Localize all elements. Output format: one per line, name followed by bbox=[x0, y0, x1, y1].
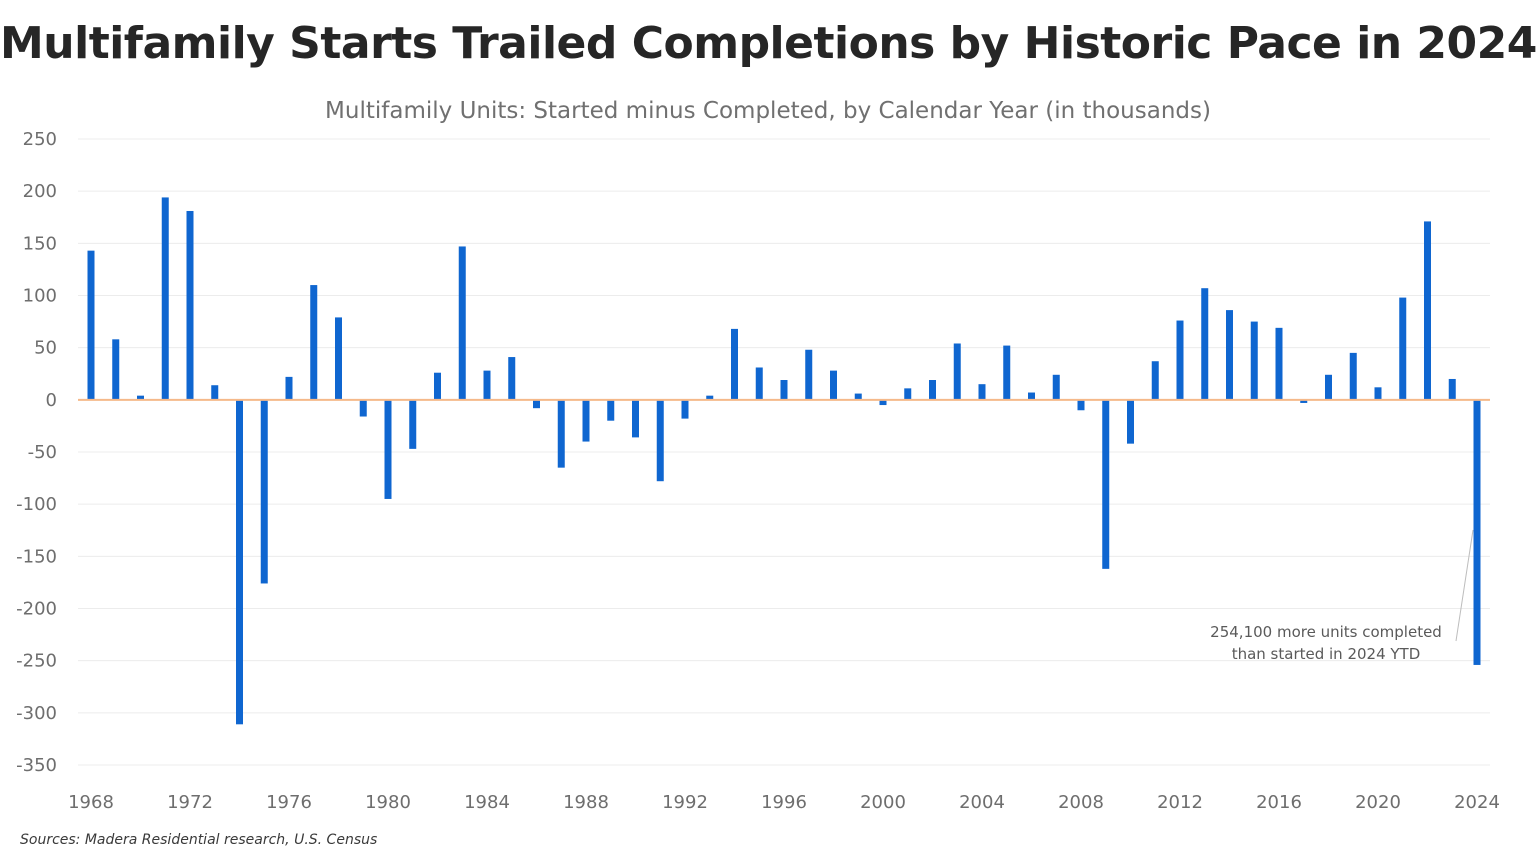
bar-2021 bbox=[1399, 297, 1407, 400]
y-tick-label: 100 bbox=[23, 286, 57, 307]
bar-2010 bbox=[1127, 399, 1134, 444]
source-note: Sources: Madera Residential research, U.… bbox=[20, 832, 378, 848]
bar-1980 bbox=[384, 399, 392, 499]
bar-2002 bbox=[929, 380, 936, 400]
bar-2003 bbox=[953, 343, 961, 400]
y-tick-label: 50 bbox=[34, 338, 57, 359]
x-tick-label: 2012 bbox=[1157, 792, 1203, 813]
bar-1973 bbox=[211, 385, 219, 400]
y-tick-label: -200 bbox=[16, 599, 57, 620]
bar-1974 bbox=[236, 399, 243, 725]
bar-2017 bbox=[1300, 399, 1308, 403]
bar-2013 bbox=[1201, 288, 1209, 400]
bar-2011 bbox=[1151, 361, 1159, 400]
bar-1971 bbox=[161, 197, 169, 400]
bar-1996 bbox=[780, 380, 788, 400]
annotation-text-line-2: than started in 2024 YTD bbox=[1232, 645, 1421, 663]
bar-1970 bbox=[137, 395, 144, 400]
y-tick-label: 150 bbox=[23, 233, 57, 254]
bar-2020 bbox=[1374, 387, 1382, 400]
x-tick-label: 2004 bbox=[959, 792, 1005, 813]
bar-1998 bbox=[830, 370, 837, 400]
bar-1993 bbox=[706, 395, 714, 400]
bar-1975 bbox=[260, 399, 268, 584]
bar-1977 bbox=[310, 285, 318, 400]
x-tick-label: 1980 bbox=[365, 792, 411, 813]
bar-1983 bbox=[458, 246, 466, 400]
bar-1978 bbox=[335, 317, 342, 400]
x-tick-label: 2016 bbox=[1256, 792, 1302, 813]
x-tick-label: 2020 bbox=[1355, 792, 1401, 813]
x-axis-tick-labels: 1968 1972 1976 1980 1984 1988 1992 1996 2000 2004… bbox=[68, 792, 1500, 813]
bar-1984 bbox=[483, 370, 491, 400]
bar-1986 bbox=[533, 399, 540, 409]
x-tick-label: 1972 bbox=[167, 792, 213, 813]
y-tick-label: 0 bbox=[46, 390, 57, 411]
y-tick-label: -50 bbox=[28, 442, 57, 463]
chart-subtitle: Multifamily Units: Started minus Complet… bbox=[325, 98, 1211, 124]
bar-1985 bbox=[508, 357, 516, 400]
x-tick-label: 2024 bbox=[1454, 792, 1500, 813]
bar-2008 bbox=[1077, 399, 1085, 411]
bar-2007 bbox=[1052, 374, 1060, 400]
bar-2019 bbox=[1349, 352, 1357, 400]
x-tick-label: 1984 bbox=[464, 792, 510, 813]
y-tick-label: -150 bbox=[16, 546, 57, 567]
x-tick-label: 2008 bbox=[1058, 792, 1104, 813]
bar-1987 bbox=[557, 399, 565, 468]
y-axis-tick-labels: 250 200 150 100 50 0 -50 -100 -150 -200 -250 -300 -3… bbox=[16, 129, 57, 776]
bar-1979 bbox=[359, 399, 367, 417]
bar-1997 bbox=[805, 349, 813, 400]
bar-1981 bbox=[409, 399, 417, 449]
bar-1989 bbox=[607, 399, 615, 421]
bar-1976 bbox=[285, 376, 293, 400]
bar-1994 bbox=[731, 328, 738, 400]
bar-1990 bbox=[632, 399, 639, 438]
bar-1968 bbox=[87, 250, 95, 400]
x-tick-label: 1988 bbox=[563, 792, 609, 813]
x-tick-label: 1976 bbox=[266, 792, 312, 813]
bar-2009 bbox=[1102, 399, 1110, 569]
bar-2006 bbox=[1028, 392, 1035, 400]
bar-2022 bbox=[1424, 221, 1431, 400]
x-tick-label: 1992 bbox=[662, 792, 708, 813]
bar-2018 bbox=[1325, 374, 1332, 400]
annotation-text-line-1: 254,100 more units completed bbox=[1210, 623, 1442, 641]
bar-2016 bbox=[1275, 327, 1283, 400]
bar-1995 bbox=[755, 367, 763, 400]
y-tick-label: -350 bbox=[16, 755, 57, 776]
bar-1972 bbox=[186, 210, 194, 400]
bars bbox=[87, 197, 1481, 725]
bar-2000 bbox=[879, 399, 887, 406]
bar-2023 bbox=[1448, 378, 1456, 400]
bar-1999 bbox=[854, 393, 862, 400]
annotation-leader-line bbox=[1455, 529, 1474, 642]
gridlines bbox=[78, 138, 1490, 766]
x-tick-label: 1996 bbox=[761, 792, 807, 813]
bar-2004 bbox=[978, 384, 986, 400]
bar-1982 bbox=[434, 372, 441, 400]
bar-1969 bbox=[112, 339, 120, 400]
bar-2024 bbox=[1473, 399, 1481, 665]
x-tick-label: 1968 bbox=[68, 792, 114, 813]
chart-title: Multifamily Starts Trailed Completions b… bbox=[0, 18, 1536, 69]
y-tick-label: 200 bbox=[23, 181, 57, 202]
bar-2015 bbox=[1250, 321, 1258, 400]
y-tick-label: -100 bbox=[16, 494, 57, 515]
bar-2012 bbox=[1176, 320, 1184, 400]
y-tick-label: -300 bbox=[16, 703, 57, 724]
annotation: 254,100 more units completed than starte… bbox=[1210, 529, 1474, 663]
x-tick-label: 2000 bbox=[860, 792, 906, 813]
bar-2005 bbox=[1003, 345, 1011, 400]
bar-1991 bbox=[656, 399, 664, 482]
bar-2014 bbox=[1226, 310, 1233, 400]
y-tick-label: 250 bbox=[23, 129, 57, 150]
bar-2001 bbox=[904, 388, 912, 400]
bar-1988 bbox=[582, 399, 590, 442]
y-tick-label: -250 bbox=[16, 651, 57, 672]
bar-1992 bbox=[681, 399, 689, 419]
